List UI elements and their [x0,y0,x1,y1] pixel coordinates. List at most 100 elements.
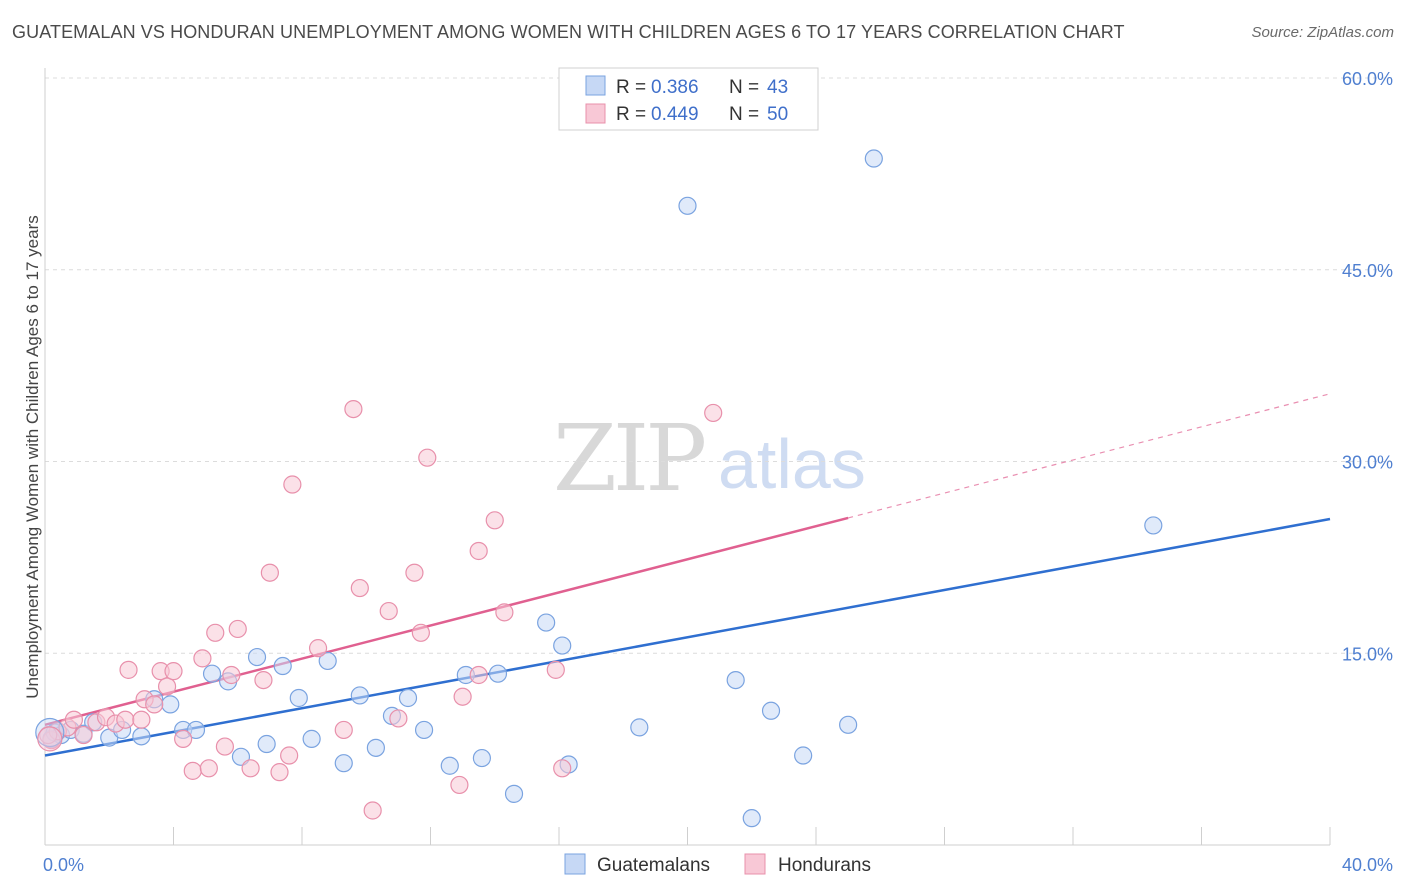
axes [44,68,1331,846]
point-hondurans [469,665,488,685]
point-guatemalans [202,664,222,683]
point-hondurans [553,759,572,778]
point-hondurans [64,710,84,729]
y-tick-label: 15.0% [1342,644,1393,664]
point-hondurans [164,662,183,681]
series-legend: Guatemalans Hondurans [564,853,871,876]
series-legend-swatch-hondurans [744,853,766,875]
point-guatemalans [504,784,524,803]
trend-lines [44,393,1331,757]
point-guatemalans [302,729,321,748]
x-tick-label: 40.0% [1342,855,1393,875]
point-hondurans [308,639,328,658]
point-hondurans [405,563,424,582]
point-guatemalans [35,717,65,748]
point-guatemalans [726,670,745,690]
gridlines [45,77,1392,654]
point-hondurans [241,759,260,778]
point-hondurans [260,563,279,582]
y-tick-label: 45.0% [1342,261,1393,281]
stats-legend: R = 0.386 N = 43 R = 0.449 N = 50 [558,67,819,131]
legend-n-label: N = [729,104,759,125]
point-guatemalans [472,748,491,768]
point-guatemalans [553,636,572,655]
point-guatemalans [366,738,385,757]
point-hondurans [280,746,299,765]
point-guatemalans [794,746,813,765]
legend-r-label: R = [616,77,646,98]
point-hondurans [116,710,135,729]
point-guatemalans [678,196,697,215]
point-hondurans [270,763,289,782]
point-guatemalans [1144,516,1163,535]
point-hondurans [206,623,225,642]
trend-line-hondurans [44,516,849,727]
x-tick-labels: 0.0% 40.0% [43,855,1393,875]
point-hondurans [379,601,398,621]
point-guatemalans [257,734,276,754]
point-hondurans [193,649,212,668]
point-guatemalans [440,756,459,775]
point-guatemalans [247,647,267,667]
point-hondurans [411,623,430,642]
point-guatemalans [334,754,353,773]
series-legend-label-hondurans: Hondurans [778,855,871,876]
watermark-atlas: atlas [718,425,866,503]
series-legend-swatch-guatemalans [564,853,586,875]
legend-n-value: 43 [767,77,788,98]
y-tick-label: 60.0% [1342,69,1393,89]
point-hondurans [546,660,565,679]
point-hondurans [132,710,151,729]
point-hondurans [495,603,514,622]
watermark: ZIP atlas [553,405,866,512]
point-hondurans [199,759,218,778]
legend-r-label: R = [616,104,646,125]
point-guatemalans [161,695,180,714]
point-hondurans [389,709,408,728]
point-guatemalans [864,149,883,168]
point-hondurans [450,775,469,795]
point-guatemalans [132,727,151,746]
point-guatemalans [289,688,308,708]
point-hondurans [254,670,273,690]
point-guatemalans [318,651,337,671]
point-hondurans [145,695,164,714]
y-tick-labels: 15.0% 30.0% 45.0% 60.0% [1342,69,1393,664]
point-hondurans [183,761,202,780]
point-hondurans [222,665,241,685]
point-hondurans [334,720,353,740]
series-legend-label-guatemalans: Guatemalans [597,855,710,876]
point-guatemalans [761,701,781,720]
point-hondurans [344,399,363,419]
data-points [35,149,1163,828]
point-hondurans [418,448,437,467]
point-guatemalans [186,720,206,740]
point-guatemalans [398,688,418,708]
chart-title: GUATEMALAN VS HONDURAN UNEMPLOYMENT AMON… [12,22,1125,42]
point-guatemalans [630,718,649,737]
point-hondurans [485,511,504,530]
source-label: Source: ZipAtlas.com [1251,24,1394,41]
point-hondurans [469,541,488,561]
legend-r-value: 0.386 [651,77,699,98]
point-hondurans [119,660,138,679]
legend-swatch-guatemalans [585,75,606,96]
point-guatemalans [273,656,292,676]
point-guatemalans [414,720,434,740]
point-guatemalans [839,715,858,734]
legend-r-value: 0.449 [651,104,699,125]
legend-n-value: 50 [767,104,788,125]
legend-n-label: N = [729,77,759,98]
point-hondurans [283,475,302,494]
watermark-zip: ZIP [553,405,704,512]
point-hondurans [157,677,177,696]
point-hondurans [215,737,234,756]
point-hondurans [453,687,472,706]
point-hondurans [74,725,93,745]
point-guatemalans [488,664,508,683]
point-hondurans [363,801,382,820]
point-guatemalans [350,686,369,705]
point-hondurans [174,729,193,748]
point-hondurans [228,619,247,639]
